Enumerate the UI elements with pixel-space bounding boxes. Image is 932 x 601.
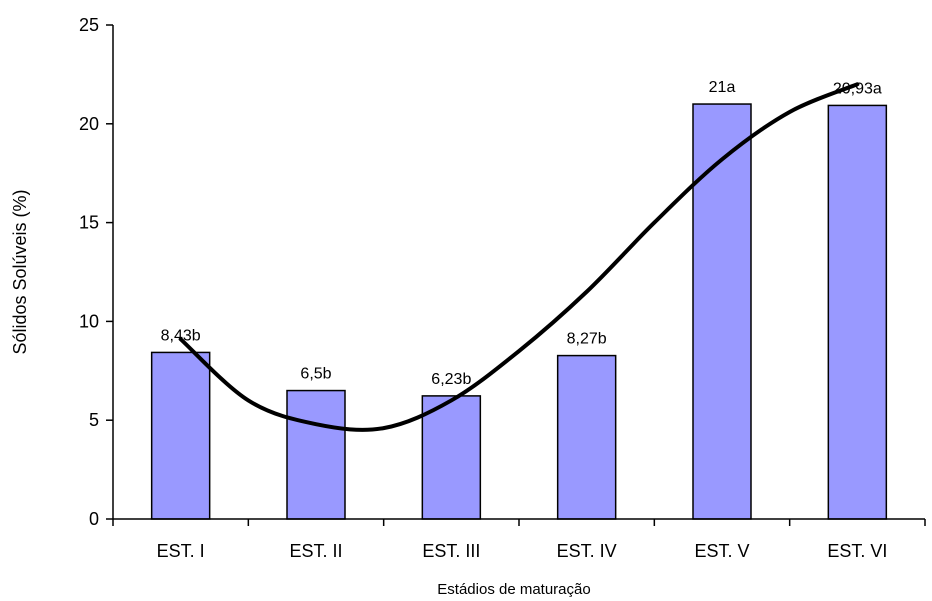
x-axis-title: Estádios de maturação (437, 581, 590, 598)
y-axis-title: Sólidos Solúveis (%) (10, 189, 30, 354)
bar (556, 354, 617, 520)
x-tick-label: EST. III (422, 541, 480, 561)
y-tick-label: 0 (89, 509, 99, 529)
x-tick-label: EST. IV (557, 541, 617, 561)
data-label: 6,5b (300, 366, 331, 383)
y-tick-label: 25 (79, 15, 99, 35)
y-tick-label: 5 (89, 410, 99, 430)
x-tick-label: EST. VI (827, 541, 887, 561)
x-tick-label: EST. I (157, 541, 205, 561)
bar (827, 104, 888, 520)
bar (286, 389, 346, 520)
data-label: 20,93a (833, 80, 882, 97)
data-label: 6,23b (431, 371, 471, 388)
trendline (178, 82, 860, 432)
data-labels: 8,43b 6,5b 6,23b 8,27b 21a 20,93a (161, 79, 882, 388)
x-tick-label: EST. II (289, 541, 342, 561)
bars (150, 103, 888, 520)
x-axis: EST. I EST. II EST. III EST. IV EST. V EST. V… (112, 518, 926, 561)
data-label: 8,43b (161, 327, 201, 344)
y-axis: 0 5 10 15 20 25 (79, 15, 114, 529)
bar (421, 395, 482, 520)
x-tick-label: EST. V (694, 541, 749, 561)
bar (150, 351, 211, 520)
trendline-path (178, 82, 860, 432)
data-label: 21a (709, 79, 736, 96)
y-tick-label: 20 (79, 114, 99, 134)
y-tick-label: 10 (79, 311, 99, 331)
bar (692, 103, 752, 520)
y-tick-label: 15 (79, 213, 99, 233)
data-label: 8,27b (567, 331, 607, 348)
